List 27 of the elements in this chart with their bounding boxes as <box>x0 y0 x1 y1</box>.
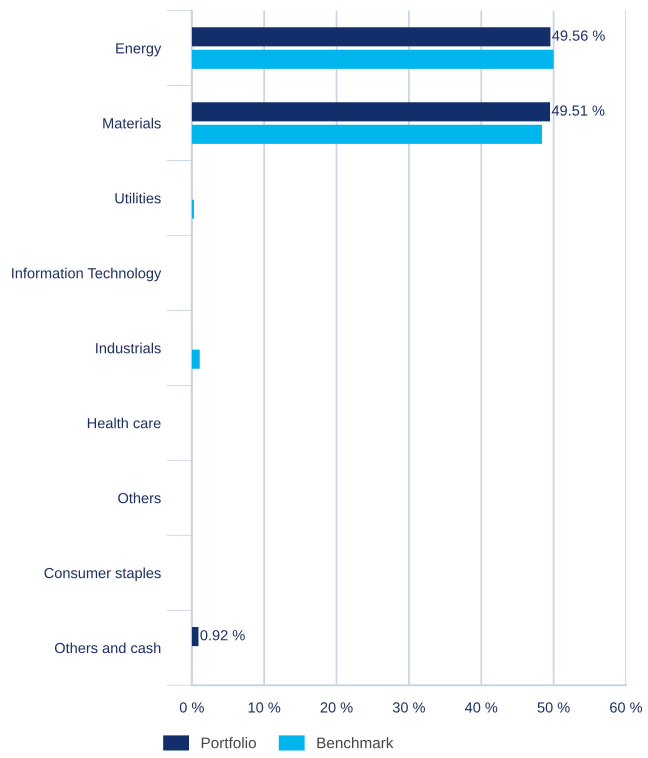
x-tick-label: 0 % <box>180 702 204 713</box>
legend-label: Portfolio <box>202 737 256 748</box>
y-tick-label: Others <box>118 492 161 504</box>
x-tick-label: 20 % <box>320 702 353 713</box>
y-tick-label: Energy <box>116 43 162 56</box>
y-tick-label: Industrials <box>96 342 161 354</box>
y-tick-label: Information Technology <box>12 268 162 282</box>
y-tick-label: Health care <box>88 418 161 428</box>
x-tick-label: 60 % <box>610 702 642 713</box>
bar <box>192 350 200 369</box>
bar <box>192 626 198 646</box>
x-tick-label: 30 % <box>392 702 425 713</box>
x-tick-label: 10 % <box>248 702 280 713</box>
y-tick-label: Consumer staples <box>44 568 161 582</box>
legend-label: Benchmark <box>317 737 394 748</box>
x-tick-label: 40 % <box>464 702 498 713</box>
x-tick-label: 50 % <box>538 702 570 713</box>
y-tick-label: Materials <box>103 118 161 128</box>
y-tick-label: Others and cash <box>54 642 160 654</box>
data-label: 49.51 % <box>552 105 604 116</box>
bar <box>192 50 554 69</box>
bar <box>192 124 542 144</box>
y-tick-label: Utilities <box>115 192 161 204</box>
data-label: 0.92 % <box>200 630 245 640</box>
bar <box>192 27 550 46</box>
bar <box>192 102 550 122</box>
data-label: 49.56 % <box>552 30 605 41</box>
